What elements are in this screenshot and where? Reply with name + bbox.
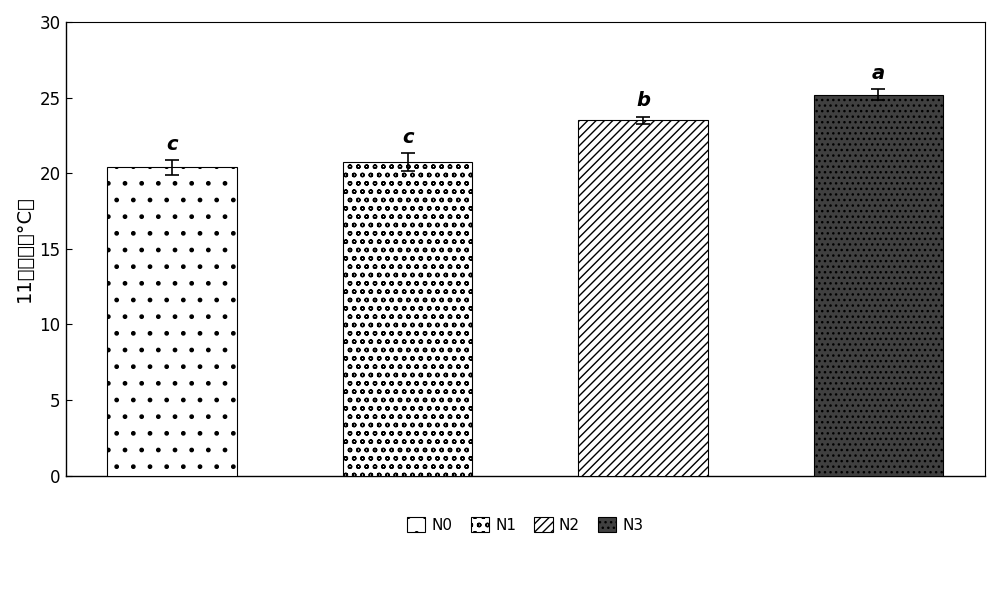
Bar bbox=[578, 120, 708, 475]
Bar bbox=[814, 95, 943, 475]
Y-axis label: 11时叶温（°C）: 11时叶温（°C） bbox=[15, 196, 34, 302]
Text: c: c bbox=[166, 134, 178, 154]
Bar bbox=[107, 167, 237, 475]
Text: b: b bbox=[636, 91, 650, 111]
Bar bbox=[343, 162, 472, 475]
Text: a: a bbox=[872, 64, 885, 83]
Legend: N0, N1, N2, N3: N0, N1, N2, N3 bbox=[401, 511, 650, 539]
Text: c: c bbox=[402, 128, 413, 147]
